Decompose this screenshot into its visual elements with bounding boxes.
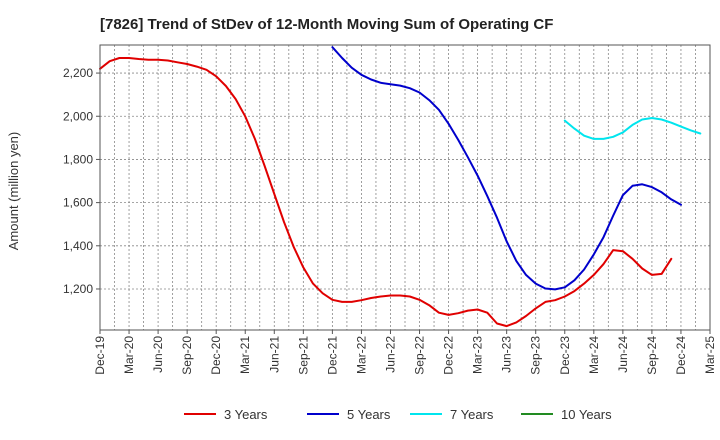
x-tick-label: Sep-24 — [645, 336, 659, 375]
legend-label: 10 Years — [561, 407, 612, 422]
gridlines — [100, 45, 710, 330]
x-tick-label: Mar-21 — [238, 336, 252, 374]
x-tick-label: Mar-24 — [587, 336, 601, 374]
series-lines — [99, 46, 702, 328]
series-line-5-years — [331, 46, 682, 291]
x-tick-label: Sep-23 — [529, 336, 543, 375]
y-tick-label: 1,400 — [63, 239, 93, 253]
x-tick-label: Dec-23 — [558, 336, 572, 375]
chart-title: [7826] Trend of StDev of 12-Month Moving… — [100, 16, 553, 33]
x-tick-label: Jun-23 — [500, 336, 514, 373]
y-axis-label: Amount (million yen) — [6, 132, 21, 251]
x-tick-label: Jun-22 — [383, 336, 397, 373]
y-tick-label: 2,000 — [63, 109, 93, 123]
legend: 3 Years 5 Years 7 Years 10 Years — [184, 407, 612, 422]
series-line-3-years — [99, 57, 673, 328]
x-tick-label: Sep-21 — [296, 336, 310, 375]
series-line-7-years — [563, 117, 702, 140]
x-tick-label: Jun-24 — [616, 336, 630, 373]
x-tick-label: Dec-19 — [93, 336, 107, 375]
x-tick-label: Sep-22 — [413, 336, 427, 375]
plot-border — [99, 44, 711, 331]
x-tick-label: Mar-23 — [471, 336, 485, 374]
x-tick-label: Mar-22 — [354, 336, 368, 374]
y-tick-label: 2,200 — [63, 66, 93, 80]
x-tick-label: Jun-20 — [151, 336, 165, 373]
legend-label: 3 Years — [224, 407, 268, 422]
x-tick-label: Dec-20 — [209, 336, 223, 375]
y-tick-label: 1,200 — [63, 282, 93, 296]
x-tick-label: Mar-20 — [122, 336, 136, 374]
legend-label: 5 Years — [347, 407, 391, 422]
legend-label: 7 Years — [450, 407, 494, 422]
y-tick-label: 1,600 — [63, 196, 93, 210]
x-tick-label: Dec-21 — [325, 336, 339, 375]
x-tick-label: Dec-24 — [674, 336, 688, 375]
x-tick-label: Dec-22 — [442, 336, 456, 375]
y-tick-label: 1,800 — [63, 152, 93, 166]
x-tick-label: Jun-21 — [267, 336, 281, 373]
x-tick-label: Sep-20 — [180, 336, 194, 375]
axis-ticks: 1,200 1,400 1,600 1,800 2,000 2,200 Dec-19 Mar-… — [63, 66, 717, 375]
x-tick-label: Mar-25 — [703, 336, 717, 374]
